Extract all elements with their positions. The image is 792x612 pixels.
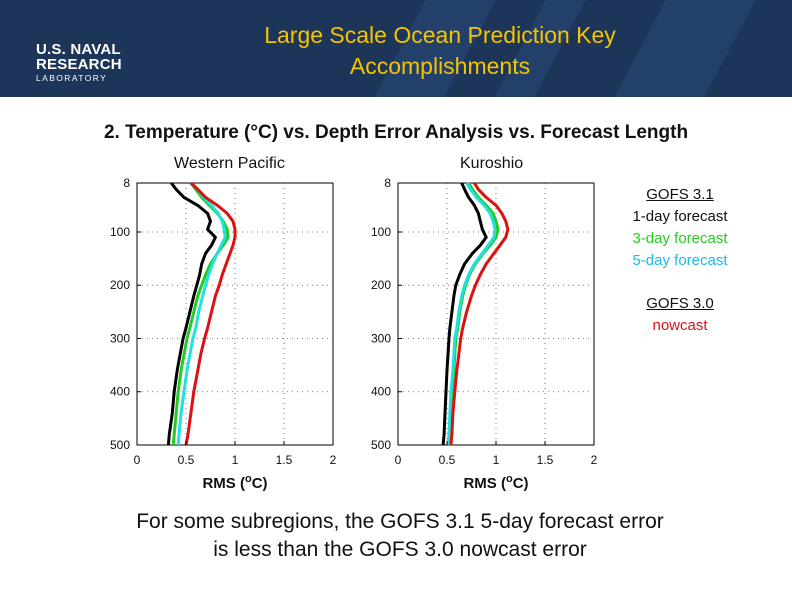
y-tick-label: 400	[110, 385, 130, 399]
logo-line-3: LABORATORY	[36, 73, 108, 83]
kuroshio-chart: 8 100 200 300 400 500 0 0.5 1 1.5 2 RMS (oC)	[371, 176, 598, 492]
series-line	[446, 182, 497, 446]
legend-nowcast: nowcast	[652, 317, 708, 334]
x-tick-label: 0.5	[178, 453, 195, 467]
x-axis-label: RMS (oC)	[463, 473, 528, 492]
nrl-logo: U.S. NAVAL RESEARCH LABORATORY	[36, 42, 122, 83]
series-line	[176, 181, 227, 446]
western-pacific-chart: 8 100 200 300 400 500 0 0.5 1 1.5 2 RMS (oC)	[110, 176, 337, 492]
y-tick-label: 100	[110, 225, 130, 239]
slide-subtitle: 2. Temperature (°C) vs. Depth Error Anal…	[103, 122, 689, 143]
caption-line-2: is less than the GOFS 3.0 nowcast error	[213, 538, 587, 561]
y-tick-label: 200	[371, 278, 391, 292]
logo-line-2: RESEARCH	[36, 56, 122, 73]
x-tick-label: 1.5	[537, 453, 554, 467]
x-tick-label: 2	[591, 453, 598, 467]
legend-5day: 5-day forecast	[632, 252, 728, 269]
series-line	[441, 182, 488, 446]
slide-title-line-2: Accomplishments	[349, 53, 531, 79]
slide-caption: For some subregions, the GOFS 3.1 5-day …	[60, 508, 740, 564]
slide-title-line-1: Large Scale Ocean Prediction Key	[264, 22, 616, 48]
x-tick-label: 0	[134, 453, 141, 467]
kuroshio-title: Kuroshio	[460, 155, 524, 172]
y-tick-label: 500	[371, 438, 391, 452]
x-axis-label: RMS (oC)	[202, 473, 267, 492]
western-pacific-title: Western Pacific	[174, 155, 285, 172]
x-tick-label: 1	[232, 453, 239, 467]
series-line	[166, 182, 217, 446]
y-tick-label: 8	[123, 176, 130, 190]
y-tick-label: 300	[371, 331, 391, 345]
legend-1day: 1-day forecast	[632, 208, 728, 225]
series-line	[449, 182, 510, 446]
x-tick-label: 1	[493, 453, 500, 467]
y-tick-label: 500	[110, 438, 130, 452]
x-tick-label: 1.5	[276, 453, 293, 467]
slide-title: Large Scale Ocean Prediction Key Accompl…	[160, 20, 720, 82]
y-tick-label: 300	[110, 331, 130, 345]
legend-gofs31: GOFS 3.1 1-day forecast 3-day forecast 5…	[590, 184, 770, 272]
x-tick-label: 2	[330, 453, 337, 467]
legend-gofs30: GOFS 3.0 nowcast	[590, 293, 770, 337]
legend-gofs31-header: GOFS 3.1	[646, 186, 714, 203]
series-line	[184, 181, 237, 446]
y-tick-label: 400	[371, 385, 391, 399]
header-banner: U.S. NAVAL RESEARCH LABORATORY Large Sca…	[0, 0, 792, 97]
y-tick-label: 200	[110, 278, 130, 292]
x-tick-label: 0	[395, 453, 402, 467]
x-tick-label: 0.5	[439, 453, 456, 467]
logo-line-1: U.S. NAVAL	[36, 41, 121, 58]
caption-line-1: For some subregions, the GOFS 3.1 5-day …	[136, 510, 664, 533]
legend-gofs30-header: GOFS 3.0	[646, 295, 714, 312]
y-tick-label: 8	[384, 176, 391, 190]
y-tick-label: 100	[371, 225, 391, 239]
legend-3day: 3-day forecast	[632, 230, 728, 247]
